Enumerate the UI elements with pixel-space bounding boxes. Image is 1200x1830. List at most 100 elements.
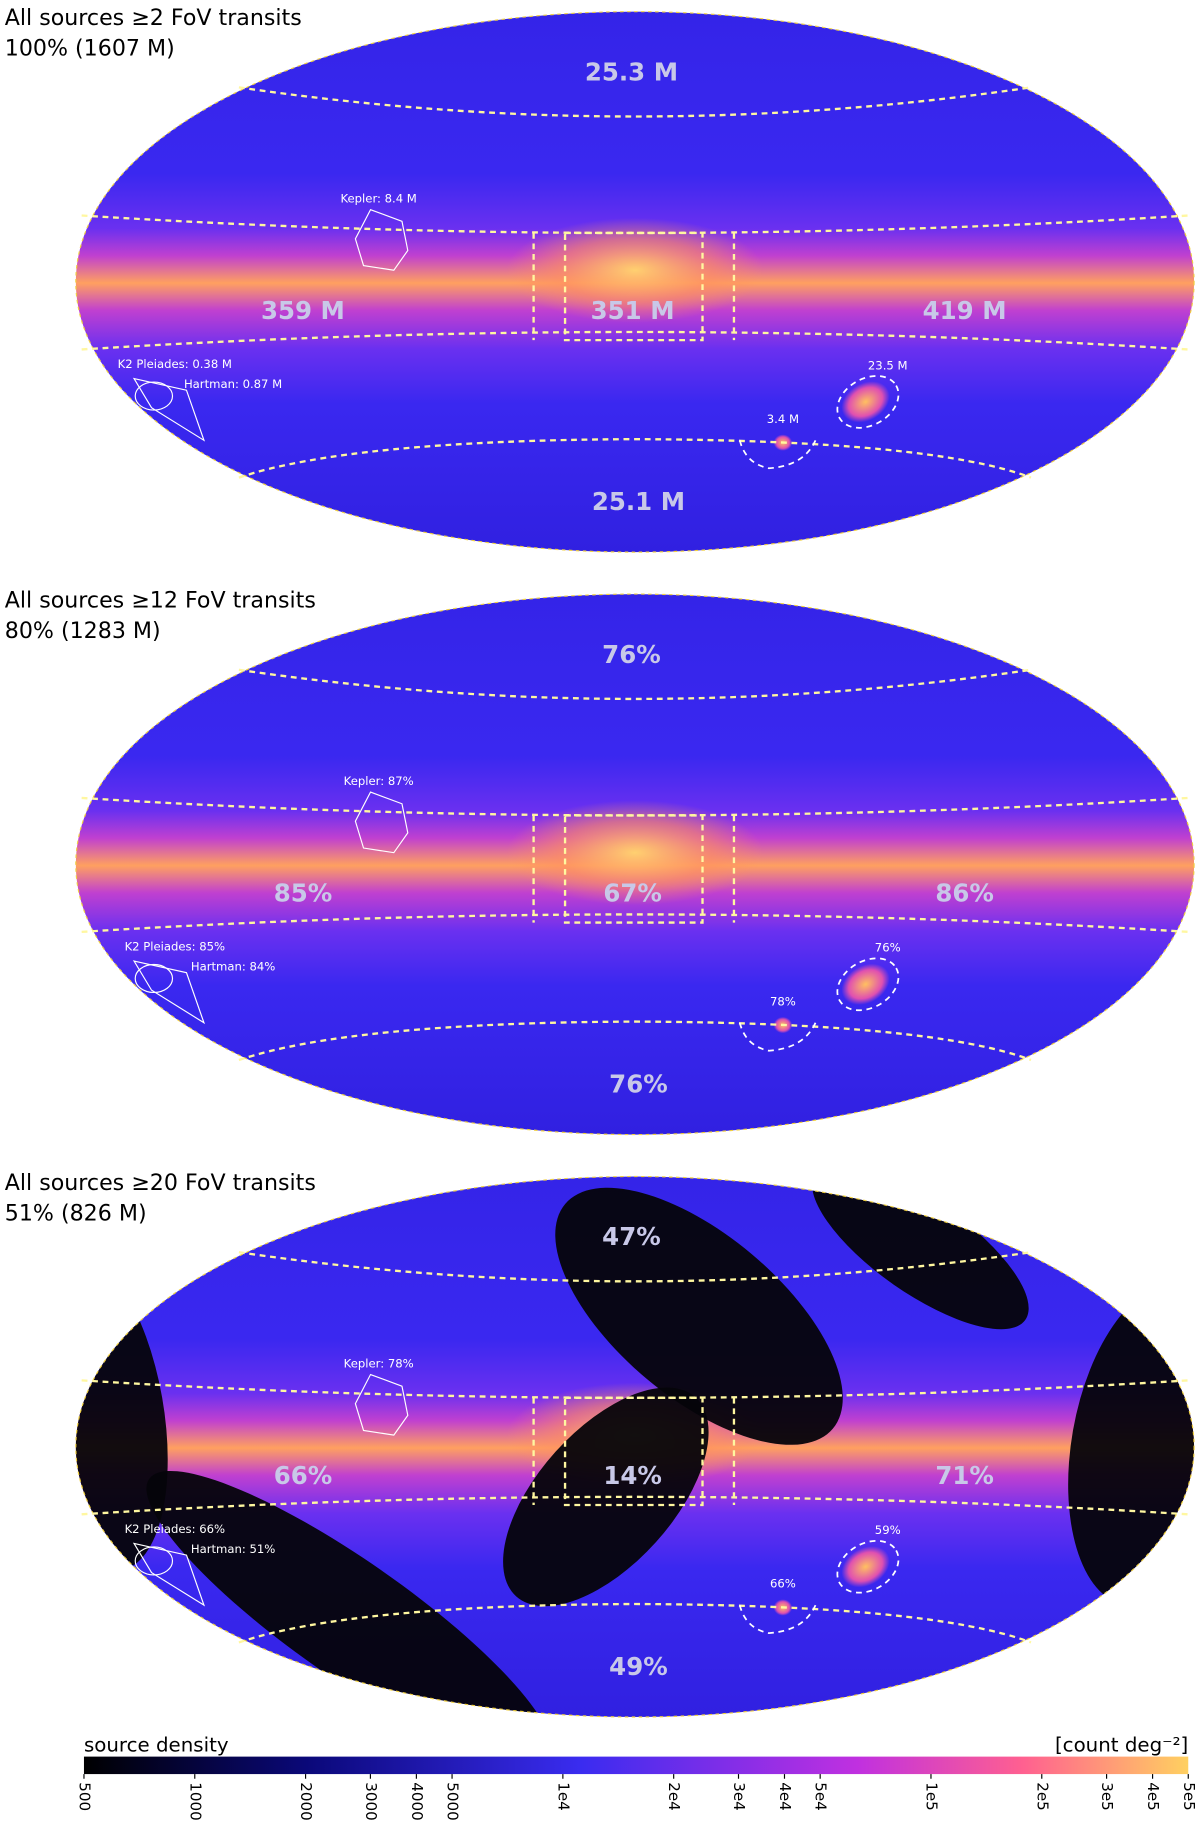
sky-panel: All sources ≥12 FoV transits 80% (1283 M)… xyxy=(5,588,1195,1136)
colorbar-tick-label: 5000 xyxy=(444,1782,462,1821)
region-boundary xyxy=(81,330,1189,351)
panel-title: All sources ≥2 FoV transits xyxy=(5,5,302,31)
gap-region xyxy=(146,1470,553,1718)
k2-field xyxy=(134,963,174,994)
region-boundary xyxy=(563,231,704,342)
sky-outline xyxy=(75,11,1195,553)
colorbar-tick-label: 2000 xyxy=(297,1782,315,1821)
lmc xyxy=(841,1546,890,1588)
colorbar-tick-label: 3000 xyxy=(362,1782,380,1821)
region-label: 66% xyxy=(770,1577,796,1591)
colorbar-tick-label: 1e5 xyxy=(922,1782,940,1811)
colorbar-tick-label: 2e5 xyxy=(1033,1782,1051,1811)
region-boundary xyxy=(836,957,900,1012)
region-label: K2 Pleiades: 85% xyxy=(125,940,226,954)
gap-region xyxy=(812,1176,1029,1330)
galactic-bulge xyxy=(506,800,764,906)
kepler-field xyxy=(354,208,409,271)
k2-field xyxy=(134,381,174,411)
region-label: 419 M xyxy=(923,296,1007,325)
region-boundary xyxy=(238,1602,1032,1644)
region-boundary xyxy=(81,913,1189,934)
kepler-field xyxy=(354,1373,409,1436)
sky-outline xyxy=(75,593,1195,1136)
region-label: 76% xyxy=(602,640,661,669)
region-label: 47% xyxy=(602,1222,661,1251)
region-label: Hartman: 0.87 M xyxy=(184,377,282,391)
region-label: 76% xyxy=(875,941,901,955)
region-label: K2 Pleiades: 0.38 M xyxy=(118,357,232,371)
sky-map xyxy=(75,1176,1195,1718)
colorbar-tick-label: 1e4 xyxy=(554,1782,572,1811)
sky-map xyxy=(75,11,1195,553)
colorbar-tick-label: 2e4 xyxy=(665,1782,683,1811)
region-boundary xyxy=(738,1604,817,1635)
colorbar-tick-label: 3e4 xyxy=(730,1782,748,1811)
region-boundary xyxy=(81,1379,1189,1400)
hartman-field xyxy=(132,377,206,442)
region-label: 351 M xyxy=(591,296,675,325)
region-label: 71% xyxy=(935,1461,994,1490)
region-boundary xyxy=(238,1020,1032,1062)
sky-outline xyxy=(75,1175,1195,1718)
colorbar-tick-label: 5e4 xyxy=(812,1782,830,1811)
gap-region xyxy=(1068,1283,1195,1606)
region-boundary xyxy=(563,1396,704,1507)
region-label: 23.5 M xyxy=(868,358,908,372)
region-label: Kepler: 8.4 M xyxy=(340,192,416,206)
galactic-bulge xyxy=(506,217,764,323)
colorbar-tick-label: 3e5 xyxy=(1098,1782,1116,1811)
region-label: Kepler: 87% xyxy=(344,774,414,788)
panel-subtitle: 51% (826 M) xyxy=(5,1200,147,1226)
colorbar-tick-label: 1000 xyxy=(186,1782,204,1821)
panel-subtitle: 80% (1283 M) xyxy=(5,618,161,644)
colorbar: source density [count deg⁻²] 500 1000 2000… xyxy=(75,1734,1197,1821)
region-label: 86% xyxy=(935,879,994,908)
colorbar-tick-label: 500 xyxy=(75,1782,93,1811)
gap-region xyxy=(555,1187,843,1445)
region-boundary xyxy=(81,796,1189,817)
region-label: 359 M xyxy=(261,296,345,325)
region-label: K2 Pleiades: 66% xyxy=(125,1522,226,1536)
region-label: Kepler: 78% xyxy=(344,1357,414,1371)
colorbar-tick-label: 4e5 xyxy=(1144,1782,1162,1811)
sky-panel: All sources ≥2 FoV transits 100% (1607 M)… xyxy=(5,5,1195,553)
lmc xyxy=(841,963,890,1005)
region-boundary xyxy=(563,814,704,924)
region-label: 78% xyxy=(770,994,796,1008)
region-boundary xyxy=(81,214,1189,235)
panel-subtitle: 100% (1607 M) xyxy=(5,35,175,61)
region-boundary xyxy=(836,1539,900,1594)
region-label: Hartman: 51% xyxy=(191,1542,275,1556)
region-label: 85% xyxy=(274,879,333,908)
region-label: 25.1 M xyxy=(592,487,685,516)
lmc xyxy=(841,381,890,423)
sky-panel: All sources ≥20 FoV transits 51% (826 M) 4… xyxy=(5,1170,1195,1718)
region-label: 59% xyxy=(875,1523,901,1537)
region-label: 67% xyxy=(603,879,662,908)
region-label: 25.3 M xyxy=(585,57,678,86)
k2-field xyxy=(134,1546,174,1576)
region-boundary xyxy=(738,1022,817,1052)
colorbar-label: source density xyxy=(84,1734,229,1757)
region-label: 14% xyxy=(603,1461,662,1490)
panel-title: All sources ≥20 FoV transits xyxy=(5,1170,316,1196)
colorbar-scale xyxy=(83,1756,1189,1775)
region-boundary xyxy=(836,375,900,429)
region-boundary xyxy=(81,1495,1189,1516)
panels: All sources ≥2 FoV transits 100% (1607 M)… xyxy=(5,5,1195,1718)
kepler-field xyxy=(354,791,409,854)
region-label: 66% xyxy=(274,1461,333,1490)
hartman-field xyxy=(132,1542,206,1607)
hartman-field xyxy=(132,960,206,1025)
colorbar-tick-label: 4e4 xyxy=(776,1782,794,1811)
region-label: 76% xyxy=(609,1070,668,1099)
colorbar-unit: [count deg⁻²] xyxy=(1055,1734,1188,1757)
region-label: 3.4 M xyxy=(767,412,799,426)
region-boundary xyxy=(738,439,817,470)
panel-title: All sources ≥12 FoV transits xyxy=(5,588,316,614)
colorbar-tick-label: 4000 xyxy=(408,1782,426,1821)
sky-map xyxy=(75,594,1195,1135)
region-boundary xyxy=(238,437,1032,479)
